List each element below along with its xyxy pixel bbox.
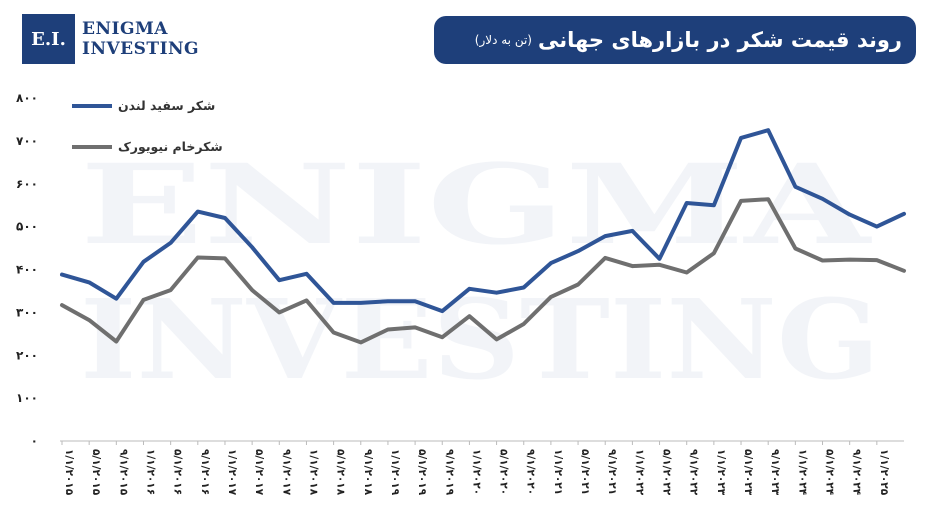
x-tick-label: ۹/۱/۲۰۱۷ bbox=[280, 449, 292, 496]
x-tick-label: ۵/۱/۲۰۱۶ bbox=[172, 449, 184, 495]
x-tick-label: ۱/۱/۲۰۲۲ bbox=[633, 449, 645, 496]
x-tick-label: ۱/۱/۲۰۲۴ bbox=[796, 449, 808, 496]
y-tick-label: ۷۰۰ bbox=[16, 134, 38, 148]
y-tick-label: ۲۰۰ bbox=[16, 348, 38, 362]
x-tick-label: ۹/۱/۲۰۱۹ bbox=[443, 449, 455, 496]
x-tick-label: ۱/۱/۲۰۲۳ bbox=[715, 449, 727, 496]
y-tick-label: ۱۰۰ bbox=[16, 391, 38, 405]
x-tick-label: ۵/۱/۲۰۱۵ bbox=[90, 449, 102, 496]
x-tick-label: ۹/۱/۲۰۲۰ bbox=[525, 449, 537, 495]
y-tick-label: ۴۰۰ bbox=[16, 263, 38, 277]
y-tick-label: ۸۰۰ bbox=[16, 91, 38, 105]
x-tick-label: ۹/۱/۲۰۱۸ bbox=[362, 449, 374, 496]
x-tick-label: ۹/۱/۲۰۲۱ bbox=[606, 449, 618, 495]
x-tick-label: ۱/۱/۲۰۱۶ bbox=[144, 449, 156, 495]
x-tick-label: ۱/۱/۲۰۱۹ bbox=[389, 449, 401, 496]
x-tick-label: ۵/۱/۲۰۱۸ bbox=[335, 449, 347, 496]
x-tick-label: ۵/۱/۲۰۲۴ bbox=[824, 449, 836, 496]
x-tick-label: ۵/۱/۲۰۲۱ bbox=[579, 449, 591, 495]
logo-initials: E.I. bbox=[22, 14, 75, 64]
series-lines bbox=[60, 128, 906, 345]
series-line-white-sugar bbox=[60, 128, 906, 314]
x-tick-label: ۱/۱/۲۰۲۱ bbox=[552, 449, 564, 495]
logo-name-line-1: Enigma bbox=[82, 19, 168, 39]
chart-unit: (تن به دلار) bbox=[474, 33, 532, 47]
x-tick-label: ۹/۱/۲۰۲۲ bbox=[688, 449, 700, 496]
x-tick-label: ۱/۱/۲۰۱۷ bbox=[226, 449, 238, 496]
logo-name-line-2: Investing bbox=[82, 39, 200, 59]
y-tick-label: ۵۰۰ bbox=[16, 220, 38, 234]
y-tick-label: ۰ bbox=[31, 434, 38, 448]
x-tick-label: ۵/۱/۲۰۲۳ bbox=[742, 449, 754, 496]
chart-title: روند قیمت شکر در بازارهای جهانی bbox=[538, 28, 902, 52]
y-tick-label: ۶۰۰ bbox=[16, 177, 38, 191]
brand-logo: E.I. Enigma Investing bbox=[22, 14, 199, 64]
legend-label-white-sugar: شکر سفید لندن bbox=[118, 98, 216, 113]
x-axis-ticks: ۱/۱/۲۰۱۵ ۵/۱/۲۰۱۵ ۹/۱/۲۰۱۵ ۱/۱/۲۰۱۶ ۵/۱/۲۰۱۶… bbox=[61, 441, 890, 496]
x-tick-label: ۹/۱/۲۰۲۳ bbox=[769, 449, 781, 496]
x-tick-label: ۱/۱/۲۰۲۰ bbox=[470, 449, 482, 495]
y-tick-label: ۳۰۰ bbox=[16, 305, 38, 319]
chart-title-banner: روند قیمت شکر در بازارهای جهانی (تن به د… bbox=[434, 16, 916, 64]
series-line-raw-sugar bbox=[60, 197, 906, 345]
x-tick-label: ۱/۱/۲۰۱۸ bbox=[307, 449, 319, 496]
legend bbox=[72, 104, 112, 149]
x-tick-label: ۱/۱/۲۰۲۵ bbox=[878, 449, 890, 496]
x-tick-label: ۵/۱/۲۰۱۹ bbox=[416, 449, 428, 496]
x-tick-label: ۹/۱/۲۰۱۵ bbox=[117, 449, 129, 496]
logo-wordmark: Enigma Investing bbox=[82, 19, 199, 59]
x-tick-label: ۹/۱/۲۰۲۴ bbox=[851, 449, 863, 496]
legend-label-raw-sugar: شکرخام نیویورک bbox=[118, 139, 223, 154]
x-tick-label: ۱/۱/۲۰۱۵ bbox=[63, 449, 75, 496]
x-tick-label: ۵/۱/۲۰۱۷ bbox=[253, 449, 265, 496]
x-tick-label: ۵/۱/۲۰۲۰ bbox=[498, 449, 510, 495]
x-tick-label: ۵/۱/۲۰۲۲ bbox=[661, 449, 673, 496]
y-axis-ticks: ۰ ۱۰۰ ۲۰۰ ۳۰۰ ۴۰۰ ۵۰۰ ۶۰۰ ۷۰۰ ۸۰۰ bbox=[16, 91, 38, 448]
x-tick-label: ۹/۱/۲۰۱۶ bbox=[199, 449, 211, 495]
